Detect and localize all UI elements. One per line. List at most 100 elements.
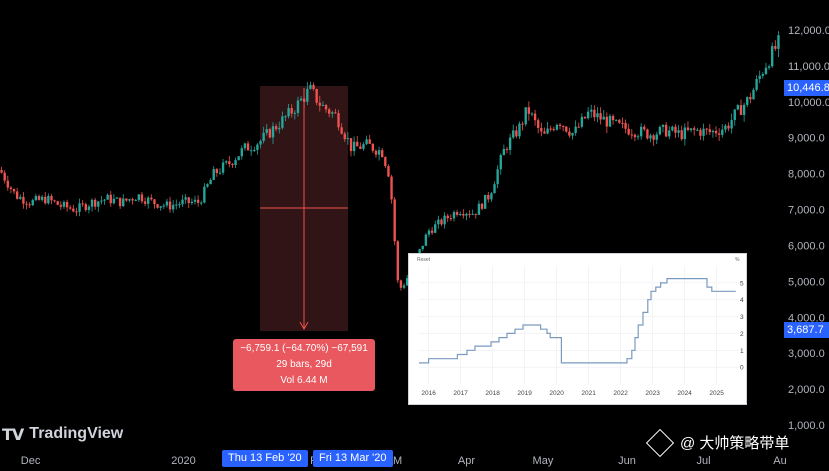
- candle-body: [374, 150, 378, 155]
- selected-start-date[interactable]: Thu 13 Feb '20: [222, 450, 308, 467]
- candle-body: [371, 143, 375, 151]
- candle-body: [103, 199, 106, 201]
- candle-body: [546, 128, 549, 134]
- candle-body: [527, 107, 531, 114]
- candle-body: [181, 199, 184, 205]
- selected-end-date[interactable]: Fri 13 Mar '20: [313, 450, 393, 467]
- candle-body: [571, 133, 574, 136]
- candle-body: [296, 100, 300, 113]
- candle-body: [6, 180, 9, 188]
- candle-body: [424, 234, 428, 246]
- candle-body: [106, 194, 109, 200]
- candle-body: [487, 194, 490, 200]
- price-axis-label: 1,000.0: [788, 420, 825, 432]
- candle-body: [649, 135, 652, 139]
- candle-body: [552, 129, 555, 131]
- candle-body: [749, 97, 752, 100]
- candle-body: [593, 109, 596, 118]
- candle-body: [711, 130, 715, 133]
- candle-body: [502, 148, 506, 156]
- candle-body: [59, 204, 63, 207]
- candle-body: [739, 105, 743, 115]
- candle-body: [150, 197, 153, 200]
- candle-body: [143, 201, 147, 204]
- candle-body: [540, 128, 543, 132]
- candle-body: [742, 104, 746, 115]
- candle-body: [714, 130, 718, 134]
- watermark-text: @ 大帅策略带单: [680, 435, 790, 452]
- candle-body: [31, 200, 34, 206]
- candle-body: [717, 133, 721, 135]
- candle-body: [265, 129, 268, 133]
- candle-body: [225, 161, 228, 163]
- candle-body: [730, 120, 733, 129]
- candle-body: [565, 126, 568, 132]
- candle-body: [165, 201, 169, 206]
- candle-body: [9, 187, 13, 189]
- candle-body: [771, 46, 774, 67]
- candle-body: [399, 280, 403, 288]
- candle-body: [543, 131, 546, 134]
- candle-body: [44, 196, 47, 204]
- candle-body: [434, 224, 437, 233]
- candle-body: [599, 113, 602, 120]
- candle-body: [212, 169, 215, 180]
- candle-body: [84, 204, 87, 211]
- candle-body: [93, 199, 97, 207]
- candle-body: [346, 138, 350, 140]
- candle-body: [611, 115, 615, 121]
- candle-body: [686, 127, 690, 131]
- candle-body: [465, 213, 468, 216]
- candle-body: [384, 157, 387, 167]
- inset-x-label: 2021: [581, 390, 596, 397]
- candle-body: [752, 89, 755, 100]
- candle-body: [480, 203, 484, 209]
- candle-body: [555, 124, 559, 130]
- time-axis-label: Jul: [696, 455, 710, 467]
- candle-body: [324, 105, 328, 110]
- time-axis-label: May: [533, 455, 554, 467]
- candle-body: [362, 144, 365, 149]
- inset-x-label: 2022: [613, 390, 628, 397]
- inset-y-label: 3: [740, 314, 744, 321]
- candle-body: [381, 150, 384, 158]
- time-axis-label: Jun: [618, 455, 636, 467]
- candle-body: [184, 197, 187, 200]
- tradingview-logo[interactable]: TV TradingView: [2, 424, 123, 444]
- inset-x-label: 2020: [549, 390, 564, 397]
- candle-body: [112, 198, 116, 204]
- price-axis-label: 11,000.0: [788, 61, 829, 73]
- candle-body: [315, 88, 318, 103]
- candle-body: [271, 126, 275, 138]
- candle-body: [689, 128, 693, 131]
- candle-body: [630, 134, 633, 136]
- candle-body: [515, 130, 518, 137]
- candle-body: [774, 46, 777, 49]
- candle-body: [37, 196, 41, 200]
- inset-rate-line: [419, 278, 736, 364]
- candle-body: [56, 201, 59, 205]
- candle-body: [72, 208, 75, 212]
- candle-body: [586, 111, 590, 119]
- candle-body: [97, 201, 100, 207]
- candle-body: [109, 194, 112, 204]
- candle-body: [162, 205, 165, 207]
- candle-body: [259, 140, 262, 145]
- candle-body: [499, 155, 502, 170]
- candle-body: [708, 129, 711, 133]
- price-axis-label: 8,000.0: [788, 169, 825, 181]
- inset-y-label: 0: [740, 365, 744, 372]
- inset-y-label: 1: [740, 348, 744, 355]
- candle-body: [462, 213, 465, 216]
- candle-body: [100, 200, 103, 202]
- candle-body: [643, 126, 646, 130]
- candle-body: [365, 139, 368, 145]
- candle-body: [262, 132, 265, 141]
- measure-change: −6,759.1 (−64.70%) −67,591: [240, 343, 368, 354]
- candle-body: [493, 184, 496, 194]
- candle-body: [755, 79, 758, 90]
- candle-body: [356, 141, 359, 147]
- inset-x-label: 2019: [517, 390, 532, 397]
- current-price-label: 10,446.8: [784, 80, 829, 96]
- candle-body: [228, 161, 231, 164]
